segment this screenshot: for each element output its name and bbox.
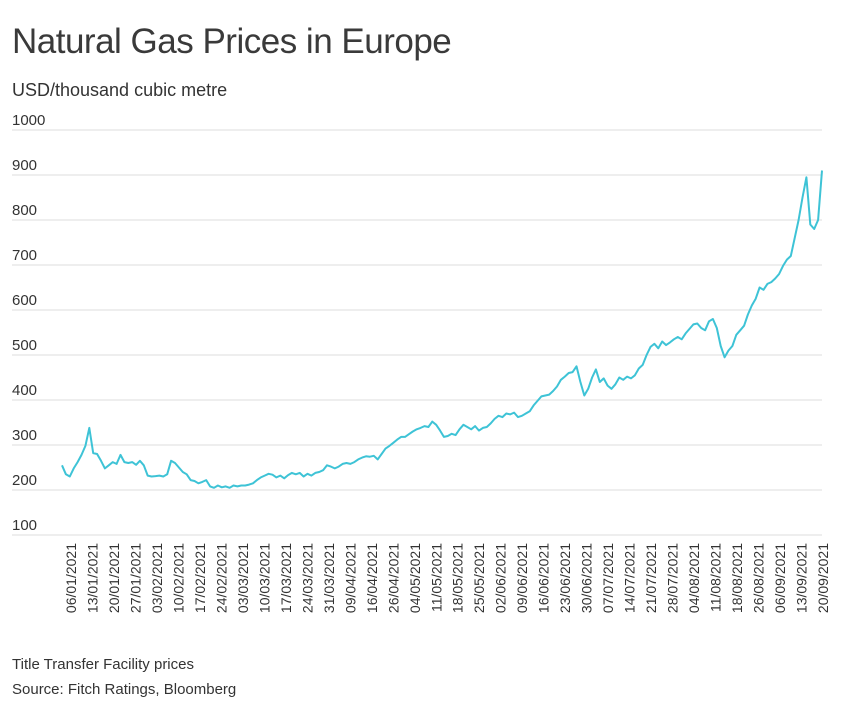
series-line (61, 170, 823, 489)
y-tick-label: 800 (12, 202, 37, 219)
y-tick-label: 500 (12, 337, 37, 354)
x-tick-label: 04/05/2021 (407, 543, 423, 613)
x-tick-label: 20/01/2021 (106, 543, 122, 613)
x-tick-label: 23/06/2021 (557, 543, 573, 613)
x-tick-label: 27/01/2021 (128, 543, 144, 613)
chart-title: Natural Gas Prices in Europe (12, 22, 452, 61)
x-tick-label: 10/02/2021 (170, 543, 186, 613)
x-tick-label: 21/07/2021 (643, 543, 659, 613)
x-tick-label: 26/04/2021 (385, 543, 401, 613)
x-tick-label: 09/04/2021 (342, 543, 358, 613)
x-tick-label: 02/06/2021 (493, 543, 509, 613)
y-tick-label: 300 (12, 427, 37, 444)
x-tick-label: 26/08/2021 (751, 543, 767, 613)
x-tick-label: 07/07/2021 (600, 543, 616, 613)
x-tick-label: 31/03/2021 (321, 543, 337, 613)
x-tick-label: 17/03/2021 (278, 543, 294, 613)
x-tick-label: 04/08/2021 (686, 543, 702, 613)
y-tick-label: 600 (12, 292, 37, 309)
x-tick-label: 30/06/2021 (579, 543, 595, 613)
x-tick-labels: 06/01/2021 13/01/2021 20/01/2021 27/01/2021… (63, 543, 831, 613)
x-tick-label: 06/01/2021 (63, 543, 79, 613)
footnote: Title Transfer Facility prices (12, 656, 194, 673)
x-tick-label: 25/05/2021 (471, 543, 487, 613)
series-layer (61, 170, 823, 489)
x-tick-label: 10/03/2021 (256, 543, 272, 613)
x-tick-label: 28/07/2021 (665, 543, 681, 613)
y-tick-label: 700 (12, 247, 37, 264)
y-tick-label: 400 (12, 382, 37, 399)
x-tick-label: 06/09/2021 (772, 543, 788, 613)
grid-layer (12, 129, 822, 536)
x-tick-label: 16/06/2021 (536, 543, 552, 613)
x-tick-label: 18/05/2021 (450, 543, 466, 613)
y-tick-label: 100 (12, 517, 37, 534)
line-chart: 100 200 300 400 500 600 700 800 900 1000 06/01/20… (12, 112, 831, 613)
x-tick-label: 11/08/2021 (708, 543, 724, 612)
x-tick-label: 11/05/2021 (428, 543, 444, 612)
y-tick-label: 900 (12, 157, 37, 174)
x-tick-label: 13/09/2021 (794, 543, 810, 613)
x-tick-label: 16/04/2021 (364, 543, 380, 613)
y-tick-label: 1000 (12, 112, 45, 129)
x-tick-label: 09/06/2021 (514, 543, 530, 613)
x-tick-label: 03/02/2021 (149, 543, 165, 613)
x-tick-label: 24/02/2021 (213, 543, 229, 613)
unit-label: USD/thousand cubic metre (12, 80, 228, 100)
x-tick-label: 24/03/2021 (299, 543, 315, 613)
x-tick-label: 14/07/2021 (622, 543, 638, 613)
x-tick-label: 18/08/2021 (729, 543, 745, 613)
y-tick-label: 200 (12, 472, 37, 489)
x-tick-label: 17/02/2021 (192, 543, 208, 613)
source-note: Source: Fitch Ratings, Bloomberg (12, 681, 237, 698)
x-tick-label: 03/03/2021 (235, 543, 251, 613)
x-tick-label: 20/09/2021 (815, 543, 831, 613)
y-tick-labels: 100 200 300 400 500 600 700 800 900 1000 (12, 112, 45, 534)
x-tick-label: 13/01/2021 (85, 543, 101, 613)
